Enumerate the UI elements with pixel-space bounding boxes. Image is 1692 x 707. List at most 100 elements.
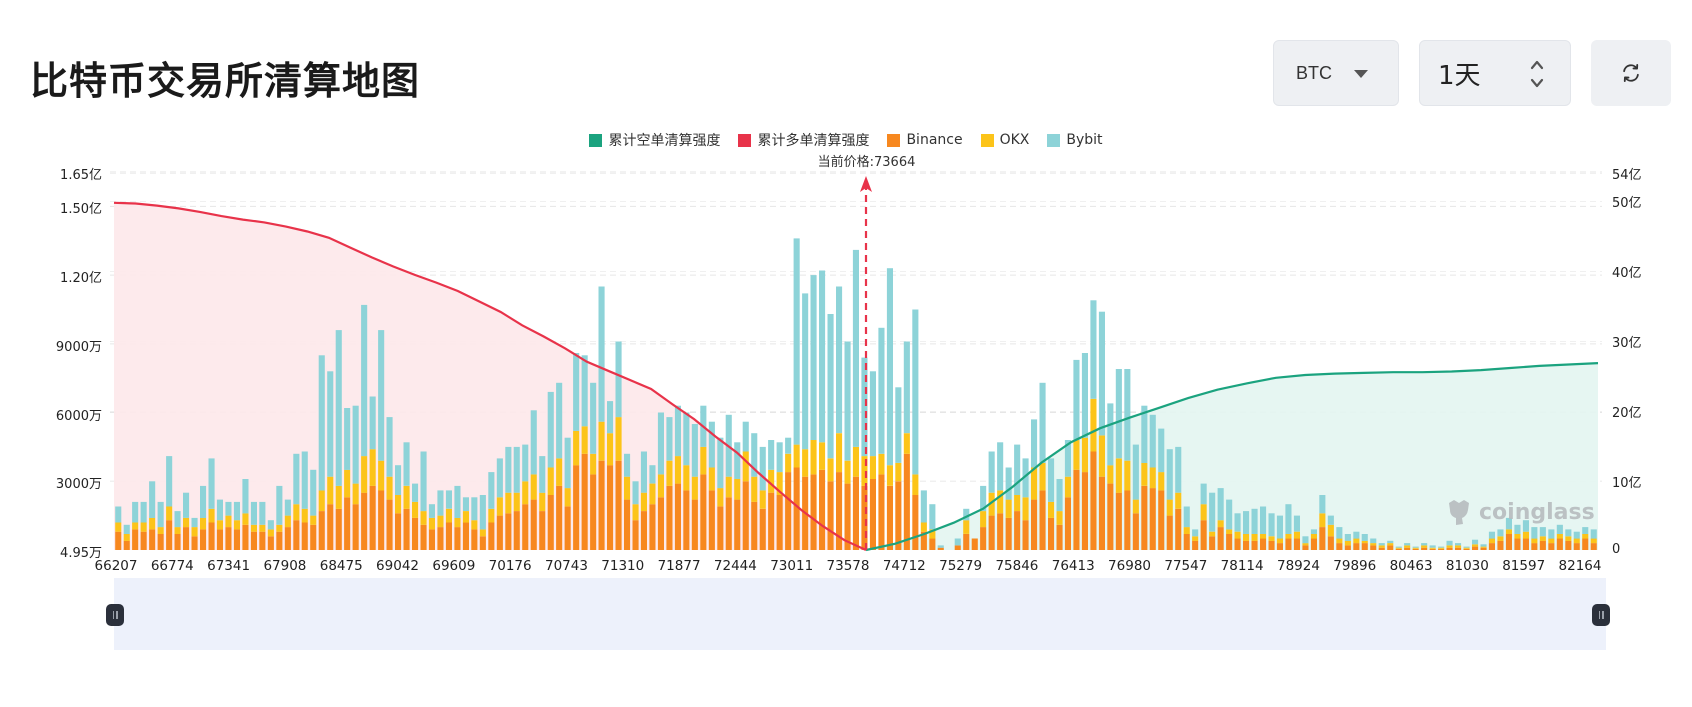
bar-segment-binance[interactable]: [1209, 536, 1216, 550]
bar-segment-okx[interactable]: [403, 485, 410, 509]
bar-segment-bybit[interactable]: [471, 497, 478, 521]
bar-segment-bybit[interactable]: [615, 341, 622, 418]
bar-segment-bybit[interactable]: [1226, 499, 1233, 530]
bar-segment-okx[interactable]: [530, 474, 537, 500]
bar-segment-binance[interactable]: [1260, 538, 1267, 551]
bar-segment-binance[interactable]: [1039, 490, 1046, 550]
bar-segment-okx[interactable]: [462, 511, 469, 523]
bar-segment-okx[interactable]: [115, 522, 122, 532]
bar-segment-okx[interactable]: [1293, 531, 1300, 539]
bar-segment-binance[interactable]: [479, 536, 486, 550]
bar-segment-binance[interactable]: [1014, 511, 1021, 550]
bar-segment-binance[interactable]: [1565, 540, 1572, 550]
bar-segment-binance[interactable]: [1370, 545, 1377, 550]
bar-segment-okx[interactable]: [1370, 543, 1377, 546]
bar-segment-bybit[interactable]: [183, 492, 190, 518]
bar-segment-okx[interactable]: [649, 483, 656, 505]
bar-segment-binance[interactable]: [412, 517, 419, 550]
bar-segment-bybit[interactable]: [200, 485, 207, 518]
bar-segment-okx[interactable]: [166, 506, 173, 521]
bar-segment-binance[interactable]: [259, 531, 266, 550]
bar-segment-binance[interactable]: [335, 508, 342, 550]
bar-segment-binance[interactable]: [1268, 540, 1275, 550]
bar-segment-binance[interactable]: [937, 547, 944, 550]
bar-segment-okx[interactable]: [276, 524, 283, 532]
bar-segment-okx[interactable]: [895, 462, 902, 482]
bar-segment-okx[interactable]: [819, 442, 826, 470]
bar-segment-okx[interactable]: [1022, 497, 1029, 521]
bar-segment-binance[interactable]: [530, 499, 537, 550]
bar-segment-okx[interactable]: [912, 474, 919, 495]
bar-segment-binance[interactable]: [1531, 543, 1538, 550]
bar-segment-binance[interactable]: [488, 522, 495, 551]
bar-segment-okx[interactable]: [183, 517, 190, 528]
bar-segment-binance[interactable]: [980, 527, 987, 550]
bar-segment-okx[interactable]: [344, 469, 351, 498]
bar-segment-okx[interactable]: [802, 449, 809, 477]
bar-segment-bybit[interactable]: [776, 442, 783, 473]
bar-segment-bybit[interactable]: [1260, 506, 1267, 535]
bar-segment-binance[interactable]: [954, 545, 961, 550]
bar-segment-binance[interactable]: [640, 511, 647, 550]
bar-segment-binance[interactable]: [657, 497, 664, 550]
bar-segment-okx[interactable]: [691, 476, 698, 500]
bar-segment-binance[interactable]: [140, 531, 147, 550]
bar-segment-binance[interactable]: [1158, 490, 1165, 550]
bar-segment-bybit[interactable]: [1073, 359, 1080, 441]
bar-segment-binance[interactable]: [276, 531, 283, 550]
bar-segment-bybit[interactable]: [691, 424, 698, 477]
bar-segment-okx[interactable]: [920, 522, 927, 532]
bar-segment-okx[interactable]: [1081, 437, 1088, 473]
bar-segment-binance[interactable]: [869, 479, 876, 550]
bar-segment-binance[interactable]: [1590, 543, 1597, 550]
bar-segment-okx[interactable]: [335, 485, 342, 509]
bar-segment-bybit[interactable]: [1098, 311, 1105, 436]
bar-segment-binance[interactable]: [683, 490, 690, 550]
bar-segment-binance[interactable]: [1505, 534, 1512, 550]
bar-segment-bybit[interactable]: [1310, 529, 1317, 534]
bar-segment-bybit[interactable]: [624, 453, 631, 477]
bar-segment-okx[interactable]: [352, 483, 359, 505]
bar-segment-bybit[interactable]: [412, 483, 419, 502]
bar-segment-binance[interactable]: [1480, 547, 1487, 550]
time-range-select[interactable]: 1天: [1419, 40, 1571, 106]
bar-segment-bybit[interactable]: [505, 446, 512, 493]
bar-segment-okx[interactable]: [793, 444, 800, 468]
bar-segment-okx[interactable]: [581, 426, 588, 454]
bar-segment-binance[interactable]: [649, 504, 656, 550]
legend-item-short-cumulative[interactable]: 累计空单清算强度: [589, 130, 720, 150]
bar-segment-bybit[interactable]: [1285, 504, 1292, 534]
bar-segment-okx[interactable]: [1048, 501, 1055, 518]
bar-segment-bybit[interactable]: [836, 286, 843, 434]
bar-segment-bybit[interactable]: [1327, 515, 1334, 525]
bar-segment-bybit[interactable]: [1081, 353, 1088, 438]
bar-segment-binance[interactable]: [1217, 527, 1224, 550]
bar-segment-okx[interactable]: [1361, 540, 1368, 544]
bar-segment-okx[interactable]: [1573, 538, 1580, 544]
bar-segment-okx[interactable]: [1387, 543, 1394, 546]
bar-segment-okx[interactable]: [1141, 462, 1148, 486]
bar-segment-binance[interactable]: [1090, 451, 1097, 551]
bar-segment-okx[interactable]: [1565, 536, 1572, 541]
bar-segment-bybit[interactable]: [556, 382, 563, 459]
bar-segment-okx[interactable]: [844, 460, 851, 484]
bar-segment-bybit[interactable]: [344, 408, 351, 470]
bar-segment-binance[interactable]: [174, 534, 181, 550]
bar-segment-okx[interactable]: [132, 522, 139, 530]
bar-segment-okx[interactable]: [1200, 504, 1207, 521]
bar-segment-binance[interactable]: [1582, 538, 1589, 551]
bar-segment-binance[interactable]: [522, 504, 529, 550]
bar-segment-binance[interactable]: [691, 499, 698, 550]
bar-segment-bybit[interactable]: [1141, 405, 1148, 463]
bar-segment-binance[interactable]: [352, 504, 359, 550]
bar-segment-okx[interactable]: [836, 433, 843, 473]
bar-segment-binance[interactable]: [1183, 534, 1190, 550]
bar-segment-okx[interactable]: [734, 479, 741, 500]
bar-segment-bybit[interactable]: [233, 501, 240, 521]
bar-segment-binance[interactable]: [471, 529, 478, 550]
range-slider-track[interactable]: [114, 578, 1606, 650]
bar-segment-binance[interactable]: [445, 522, 452, 551]
bar-segment-binance[interactable]: [1455, 547, 1462, 550]
bar-segment-bybit[interactable]: [479, 495, 486, 530]
